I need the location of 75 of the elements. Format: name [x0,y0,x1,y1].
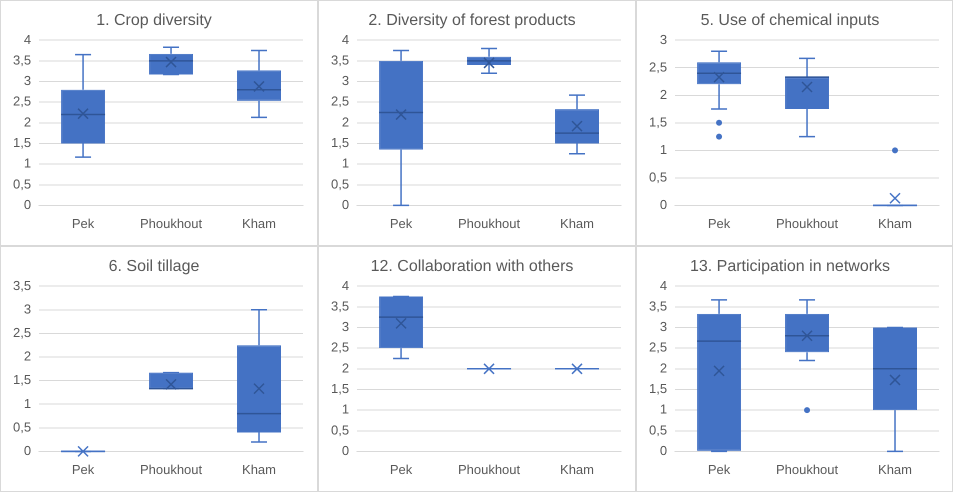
y-tick-label: 1,5 [12,135,32,150]
y-tick-label: 1 [24,396,32,411]
y-tick-label: 3 [660,319,668,334]
y-tick-label: 3,5 [648,298,668,314]
y-tick-label: 4 [660,278,668,293]
y-tick-label: 4 [342,278,350,293]
y-tick-label: 0 [24,196,32,212]
x-tick-label: Phoukhout [140,216,202,231]
y-tick-label: 1 [660,402,668,417]
x-tick-label: Kham [878,216,912,231]
y-tick-label: 2,5 [648,59,668,74]
y-tick-label: 2,5 [12,94,32,109]
y-tick-label: 2 [660,86,668,102]
chart-title: 2. Diversity of forest products [368,12,576,30]
x-tick-label: Pek [72,462,95,477]
y-tick-label: 4 [24,32,32,47]
y-tick-label: 3 [342,319,350,334]
chart-title: 13. Participation in networks [690,258,890,276]
x-tick-label: Kham [242,462,276,477]
y-tick-label: 0,5 [12,419,32,434]
y-tick-label: 0,5 [330,176,350,192]
y-tick-label: 2 [24,114,32,130]
y-tick-label: 0 [660,442,668,458]
x-tick-label: Kham [878,462,912,477]
x-tick-label: Phoukhout [776,216,838,231]
x-tick-label: Pek [708,462,731,477]
x-tick-label: Kham [242,216,276,231]
y-tick-label: 1 [24,156,32,171]
y-tick-label: 1,5 [330,381,350,396]
y-tick-label: 1,5 [648,114,668,130]
x-tick-label: Kham [560,462,594,477]
y-tick-label: 0 [660,196,668,212]
x-tick-label: Phoukhout [458,462,520,477]
y-tick-label: 2,5 [330,94,350,109]
y-tick-label: 3 [24,301,32,316]
y-tick-label: 1 [342,156,350,171]
y-tick-label: 0 [24,442,32,458]
y-tick-label: 1,5 [12,372,32,388]
y-tick-label: 2,5 [330,340,350,355]
y-tick-label: 3,5 [330,52,350,68]
y-tick-label: 0,5 [648,169,668,184]
y-tick-label: 4 [342,32,350,47]
y-tick-label: 1,5 [648,381,668,396]
y-tick-label: 3 [342,73,350,88]
x-tick-label: Phoukhout [140,462,202,477]
x-tick-label: Pek [708,216,731,231]
y-tick-label: 2,5 [648,340,668,355]
y-tick-label: 0,5 [648,422,668,438]
y-tick-label: 0,5 [330,422,350,438]
y-tick-label: 2 [342,114,350,130]
y-tick-label: 0 [342,196,350,212]
x-tick-label: Pek [390,216,413,231]
y-tick-label: 2,5 [12,324,32,340]
x-tick-label: Pek [390,462,413,477]
y-tick-label: 3,5 [12,52,32,68]
x-tick-label: Kham [560,216,594,231]
y-tick-label: 3,5 [330,298,350,314]
y-tick-label: 0 [342,442,350,458]
y-tick-label: 3 [660,32,668,47]
y-tick-label: 2 [342,360,350,376]
y-tick-label: 0,5 [12,176,32,192]
x-tick-label: Phoukhout [776,462,838,477]
chart-title: 5. Use of chemical inputs [700,12,880,30]
chart-title: 6. Soil tillage [108,258,200,276]
y-tick-label: 3,5 [12,278,32,293]
x-tick-label: Pek [72,216,95,231]
y-tick-label: 3 [24,73,32,88]
y-tick-label: 1,5 [330,135,350,150]
y-tick-label: 2 [660,360,668,376]
chart-title: 1. Crop diversity [96,12,212,30]
y-tick-label: 1 [660,142,668,157]
x-tick-label: Phoukhout [458,216,520,231]
chart-title: 12. Collaboration with others [370,258,574,276]
y-tick-label: 1 [342,402,350,417]
y-tick-label: 2 [24,348,32,364]
